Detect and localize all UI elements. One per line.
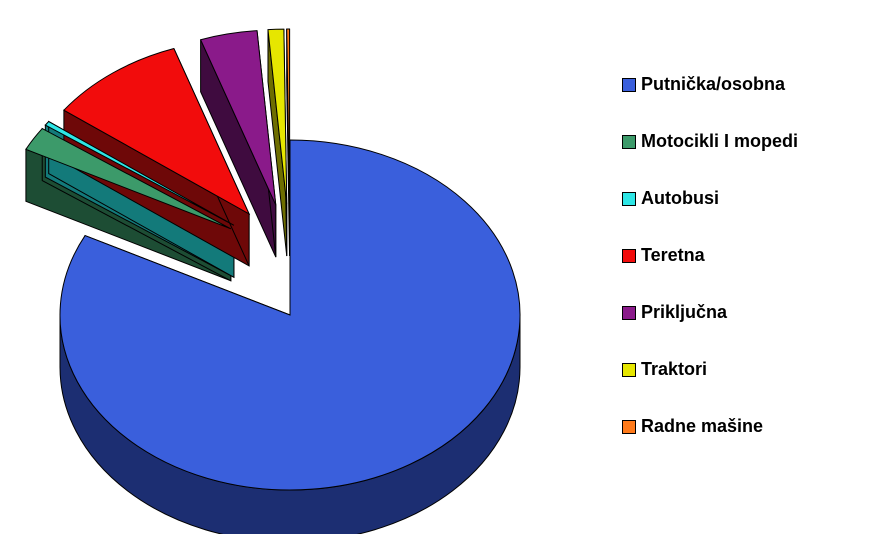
legend-label: Autobusi xyxy=(641,188,719,208)
legend-item: Teretna xyxy=(622,227,884,284)
pie-slice-teretna xyxy=(63,47,251,216)
legend-item: Traktori xyxy=(622,341,884,398)
legend-swatch xyxy=(622,191,636,206)
legend: Putnička/osobna Motocikli I mopedi Autobus… xyxy=(622,56,884,455)
legend-swatch xyxy=(622,305,636,320)
legend-swatch xyxy=(622,134,636,149)
pie-slice-radne-ma-ine xyxy=(286,28,291,205)
legend-item: Putnička/osobna xyxy=(622,56,884,113)
legend-label: Teretna xyxy=(641,245,705,265)
pie-slice-priklju-na xyxy=(199,30,277,206)
pie-slices-group xyxy=(25,28,521,534)
legend-swatch xyxy=(622,248,636,263)
legend-item: Priključna xyxy=(622,284,884,341)
legend-label: Traktori xyxy=(641,359,708,379)
legend-item: Autobusi xyxy=(622,170,884,227)
legend-item: Radne mašine xyxy=(622,398,884,455)
legend-swatch xyxy=(622,77,636,92)
legend-swatch xyxy=(622,419,636,434)
legend-label: Putnička/osobna xyxy=(641,74,786,94)
pie-slice-putni-ka-osobna xyxy=(59,139,521,491)
legend-swatch xyxy=(622,362,636,377)
legend-label: Motocikli I mopedi xyxy=(641,131,799,151)
pie-slice-traktori xyxy=(267,28,288,205)
legend-label: Priključna xyxy=(641,302,728,322)
pie-slice-autobusi xyxy=(44,120,235,226)
legend-item: Motocikli I mopedi xyxy=(622,113,884,170)
legend-label: Radne mašine xyxy=(641,416,764,436)
pie-slice-motocikli-i-mopedi xyxy=(25,127,232,230)
